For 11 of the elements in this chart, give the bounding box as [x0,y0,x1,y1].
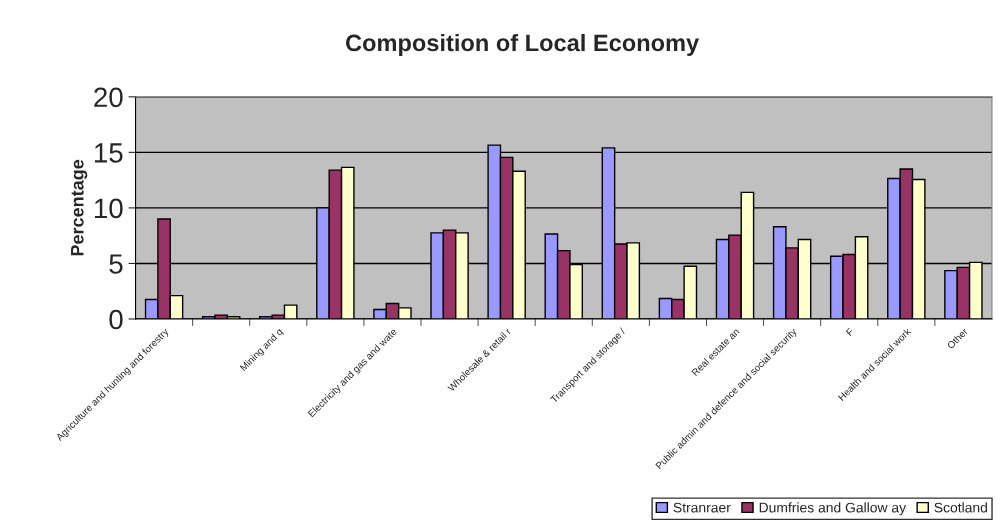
y-tick-label: 5 [109,254,123,274]
y-tick-label: 0 [109,309,123,330]
legend-label: Scotland [934,502,987,513]
y-tick-label: 20 [94,87,123,108]
y-tick-label: 15 [94,143,123,163]
legend-label: Stranraer [673,502,731,513]
legend-label: Dumfries and Gallow ay [759,502,907,516]
chart-title: Composition of Local Economy [345,33,700,56]
y-axis-title: Percentage [71,159,88,256]
y-tick-label: 10 [94,198,123,219]
x-tick-label: F [845,327,854,336]
